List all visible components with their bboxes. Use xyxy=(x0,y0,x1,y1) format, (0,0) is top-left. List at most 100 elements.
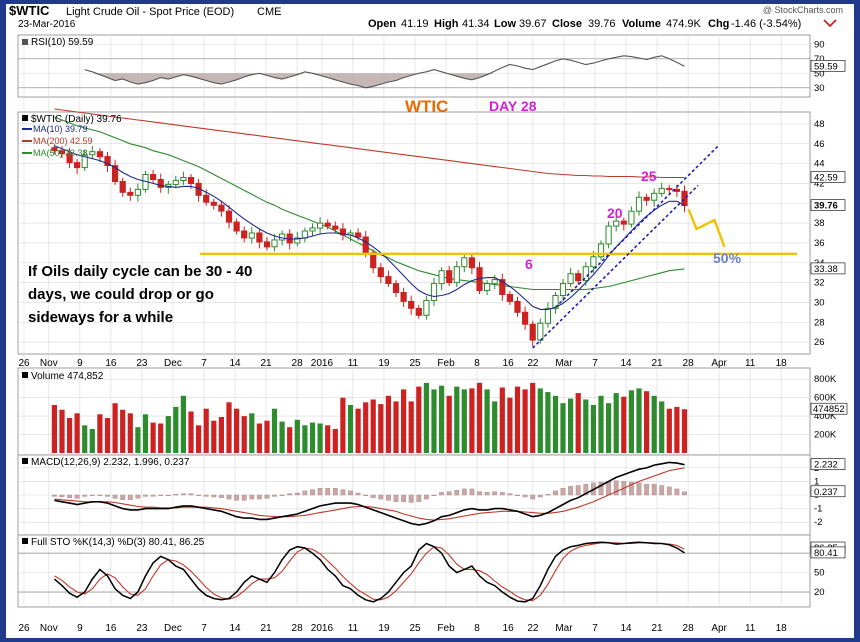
price-candle xyxy=(430,283,438,302)
x-tick-label-top: 9 xyxy=(77,358,83,369)
macd-histogram-bar xyxy=(325,488,331,496)
volume-bar xyxy=(355,408,361,453)
macd-histogram-bar xyxy=(537,494,543,498)
volume-bar xyxy=(294,419,300,453)
volume-bar xyxy=(347,405,354,453)
price-legend: $WTIC (Daily) 39.76 xyxy=(31,114,122,125)
volume-bar xyxy=(317,423,323,453)
open-label: Open xyxy=(368,18,396,30)
volume-bar xyxy=(325,425,331,453)
x-tick-label-bottom: 11 xyxy=(348,623,359,634)
ma200-legend-swatch xyxy=(22,140,32,142)
x-tick-label-bottom: 7 xyxy=(592,623,598,634)
macd-histogram-bar xyxy=(218,494,224,498)
x-tick-label-top: 7 xyxy=(201,358,207,369)
x-tick-label-top: 21 xyxy=(260,358,272,369)
volume-bar xyxy=(158,423,164,453)
high-label: High xyxy=(434,18,459,30)
ma10-line xyxy=(54,145,685,310)
x-tick-label-top: 2016 xyxy=(311,358,334,369)
x-tick-label-top: Dec xyxy=(164,358,182,369)
volume-bar xyxy=(173,406,179,453)
macd-histogram-bar xyxy=(666,486,672,496)
rsi-legend: RSI(10) 59.59 xyxy=(31,37,94,48)
macd-histogram-bar xyxy=(446,491,452,496)
annotation-6: 6 xyxy=(525,256,533,272)
volume-bar xyxy=(636,388,642,453)
macd-histogram-bar xyxy=(234,494,239,501)
macd-signal-line xyxy=(54,467,685,521)
macd-histogram-bar xyxy=(636,482,642,496)
annotation-20: 20 xyxy=(607,205,623,221)
x-tick-label-bottom: 21 xyxy=(651,623,663,634)
macd-histogram-bar xyxy=(158,494,164,497)
price-candle xyxy=(203,194,210,203)
volume-bar xyxy=(537,388,543,453)
annotation-note-line-3: sideways for a while xyxy=(28,309,173,326)
macd-histogram-bar xyxy=(105,494,110,497)
volume-bar xyxy=(651,395,657,453)
annotation-25: 25 xyxy=(641,168,657,184)
macd-histogram-bar xyxy=(59,494,65,498)
macd-right-label-box xyxy=(810,458,846,471)
x-tick-label-bottom: 21 xyxy=(260,623,272,634)
macd-histogram-bar xyxy=(135,494,141,499)
volume-bar xyxy=(416,386,422,453)
x-tick-label-bottom: 19 xyxy=(378,623,390,634)
x-tick-label-bottom: 14 xyxy=(229,623,241,634)
macd-histogram-bar xyxy=(416,494,422,503)
macd-histogram-bar xyxy=(52,494,57,497)
price-y-tick-label: 30 xyxy=(814,297,825,308)
volume-bar xyxy=(674,406,680,453)
macd-histogram-bar xyxy=(598,481,604,496)
volume-bar xyxy=(613,393,619,453)
macd-histogram-bar xyxy=(393,494,399,503)
annotation-note-line-2: days, we could drop or go xyxy=(28,286,214,303)
macd-histogram-bar xyxy=(431,494,437,497)
volume-bar xyxy=(439,385,445,453)
macd-histogram-bar xyxy=(477,491,482,496)
price-candle xyxy=(605,225,612,245)
volume-last-value: 474852 xyxy=(813,404,845,415)
x-tick-label-bottom: 26 xyxy=(18,623,30,634)
ma10-legend-swatch xyxy=(22,128,32,130)
macd-y-tick-label: 1 xyxy=(814,476,819,487)
macd-legend-swatch xyxy=(22,458,28,464)
ma200-legend: MA(200) 42.59 xyxy=(33,136,93,146)
x-tick-label-top: 14 xyxy=(229,358,241,369)
macd-histogram-bar xyxy=(363,494,369,497)
rsi-y-tick-label: 50 xyxy=(814,68,825,79)
price-candle xyxy=(590,256,597,268)
macd-histogram-bar xyxy=(82,494,88,497)
macd-histogram-bar xyxy=(310,489,315,496)
watermark: @ StockCharts.com xyxy=(763,5,843,15)
price-y-tick-label: 32 xyxy=(814,278,825,289)
volume-bar xyxy=(621,396,627,453)
price-candle xyxy=(89,151,96,156)
price-y-tick-label: 48 xyxy=(814,119,825,130)
price-right-label: 39.76 xyxy=(814,201,838,212)
macd-histogram-bar xyxy=(340,489,346,496)
volume-label: Volume xyxy=(622,18,661,30)
marks-layer xyxy=(18,55,810,603)
macd-histogram-bar xyxy=(120,494,126,501)
volume-bar xyxy=(165,416,171,453)
macd-histogram-bar xyxy=(454,490,460,496)
macd-histogram-bar xyxy=(257,494,262,500)
macd-line xyxy=(54,461,685,526)
price-candle xyxy=(66,153,73,164)
x-tick-label-bottom: Nov xyxy=(40,623,58,634)
volume-bar xyxy=(575,393,581,453)
macd-histogram-bar xyxy=(674,488,680,496)
price-y-tick-label: 42 xyxy=(814,178,825,189)
volume-bar xyxy=(127,413,133,453)
volume-y-tick-label: 400K xyxy=(814,411,837,422)
macd-right-label: 2.232 xyxy=(814,460,838,471)
rsi-line xyxy=(84,55,685,89)
price-candle xyxy=(96,151,104,158)
volume-bar xyxy=(211,420,217,453)
macd-histogram-bar xyxy=(112,494,118,499)
x-tick-label-top: 7 xyxy=(592,358,598,369)
symbol: $WTIC xyxy=(9,3,50,18)
price-candle xyxy=(324,222,331,227)
